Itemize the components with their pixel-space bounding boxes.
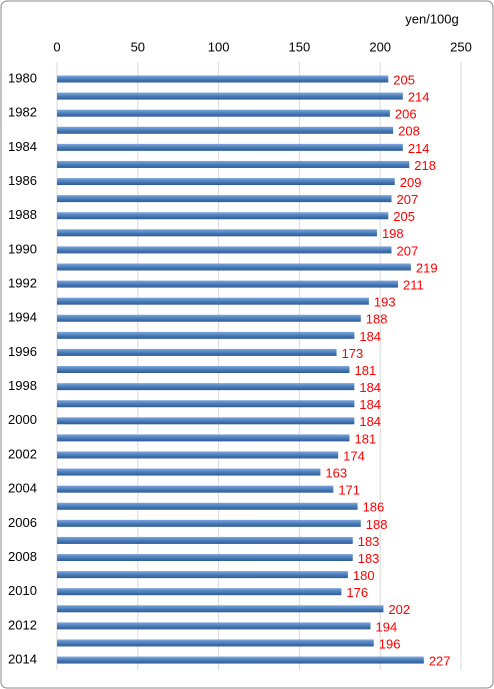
bar xyxy=(57,195,392,203)
y-tick-label: 2004 xyxy=(8,481,37,496)
value-label: 219 xyxy=(416,260,438,275)
y-tick-label: 1990 xyxy=(8,241,37,256)
y-tick-label: 1986 xyxy=(8,173,37,188)
y-tick-label: 1994 xyxy=(8,310,37,325)
y-tick-label: 2006 xyxy=(8,515,37,530)
axis-label: yen/100g xyxy=(405,11,459,26)
bar xyxy=(57,400,355,408)
value-label: 183 xyxy=(358,551,380,566)
value-label: 202 xyxy=(388,602,410,617)
value-label: 176 xyxy=(346,585,368,600)
value-label: 206 xyxy=(395,107,417,122)
value-label: 194 xyxy=(376,619,398,634)
y-tick-label: 1984 xyxy=(8,139,37,154)
value-label: 227 xyxy=(429,653,451,668)
value-label: 209 xyxy=(400,175,422,190)
value-label: 188 xyxy=(366,312,388,327)
bar xyxy=(57,554,353,562)
value-label: 181 xyxy=(354,363,376,378)
y-tick-label: 1980 xyxy=(8,70,37,85)
bar xyxy=(57,485,334,493)
value-label: 196 xyxy=(379,636,401,651)
bar xyxy=(57,297,369,305)
value-label: 171 xyxy=(338,483,360,498)
value-label: 188 xyxy=(366,517,388,532)
value-label: 198 xyxy=(382,226,404,241)
bar xyxy=(57,639,374,647)
bar xyxy=(57,229,377,237)
bar xyxy=(57,331,355,339)
bar xyxy=(57,160,410,168)
value-label: 214 xyxy=(408,141,430,156)
value-label: 184 xyxy=(359,380,381,395)
y-tick-label: 2014 xyxy=(8,651,37,666)
y-tick-label: 2002 xyxy=(8,446,37,461)
value-label: 193 xyxy=(374,295,396,310)
value-label: 214 xyxy=(408,90,430,105)
y-tick-label: 2012 xyxy=(8,617,37,632)
value-label: 205 xyxy=(393,209,415,224)
bar xyxy=(57,417,355,425)
y-tick-label: 1992 xyxy=(8,276,37,291)
y-tick-label: 1998 xyxy=(8,378,37,393)
x-tick-label: 200 xyxy=(369,39,391,54)
bar xyxy=(57,434,350,442)
value-label: 180 xyxy=(353,568,375,583)
bar xyxy=(57,571,348,579)
y-tick-label: 2000 xyxy=(8,412,37,427)
bar xyxy=(57,451,339,459)
value-label: 207 xyxy=(397,192,419,207)
y-tick-label: 2010 xyxy=(8,583,37,598)
bar xyxy=(57,92,403,100)
bar xyxy=(57,502,358,510)
y-tick-label: 2008 xyxy=(8,549,37,564)
value-label: 181 xyxy=(354,431,376,446)
y-tick-label: 1996 xyxy=(8,344,37,359)
x-tick-label: 50 xyxy=(131,39,145,54)
bar xyxy=(57,656,424,664)
value-label: 184 xyxy=(359,414,381,429)
value-label: 186 xyxy=(363,500,385,515)
bar xyxy=(57,366,350,374)
value-label: 163 xyxy=(325,466,347,481)
value-label: 174 xyxy=(343,448,365,463)
bar xyxy=(57,109,390,117)
bar xyxy=(57,178,395,186)
bar xyxy=(57,126,394,134)
value-label: 184 xyxy=(359,329,381,344)
value-label: 211 xyxy=(403,278,424,293)
bar xyxy=(57,348,337,356)
value-label: 184 xyxy=(359,397,381,412)
x-tick-label: 0 xyxy=(53,39,60,54)
bar xyxy=(57,143,403,151)
x-tick-label: 100 xyxy=(208,39,230,54)
bar xyxy=(57,605,384,613)
bar xyxy=(57,622,371,630)
y-tick-label: 1988 xyxy=(8,207,37,222)
value-label: 218 xyxy=(414,158,436,173)
bar xyxy=(57,588,342,596)
bar xyxy=(57,212,389,220)
bar xyxy=(57,263,411,271)
bar xyxy=(57,519,361,527)
value-label: 207 xyxy=(397,243,419,258)
value-label: 173 xyxy=(342,346,364,361)
value-label: 183 xyxy=(358,534,380,549)
value-label: 208 xyxy=(398,124,420,139)
value-label: 205 xyxy=(393,72,415,87)
bar xyxy=(57,246,392,254)
bar xyxy=(57,75,389,83)
y-tick-label: 1982 xyxy=(8,105,37,120)
x-tick-label: 150 xyxy=(289,39,311,54)
bar xyxy=(57,536,353,544)
bar xyxy=(57,314,361,322)
x-tick-label: 250 xyxy=(450,39,472,54)
bar xyxy=(57,383,355,391)
bar xyxy=(57,280,398,288)
bar xyxy=(57,468,321,476)
